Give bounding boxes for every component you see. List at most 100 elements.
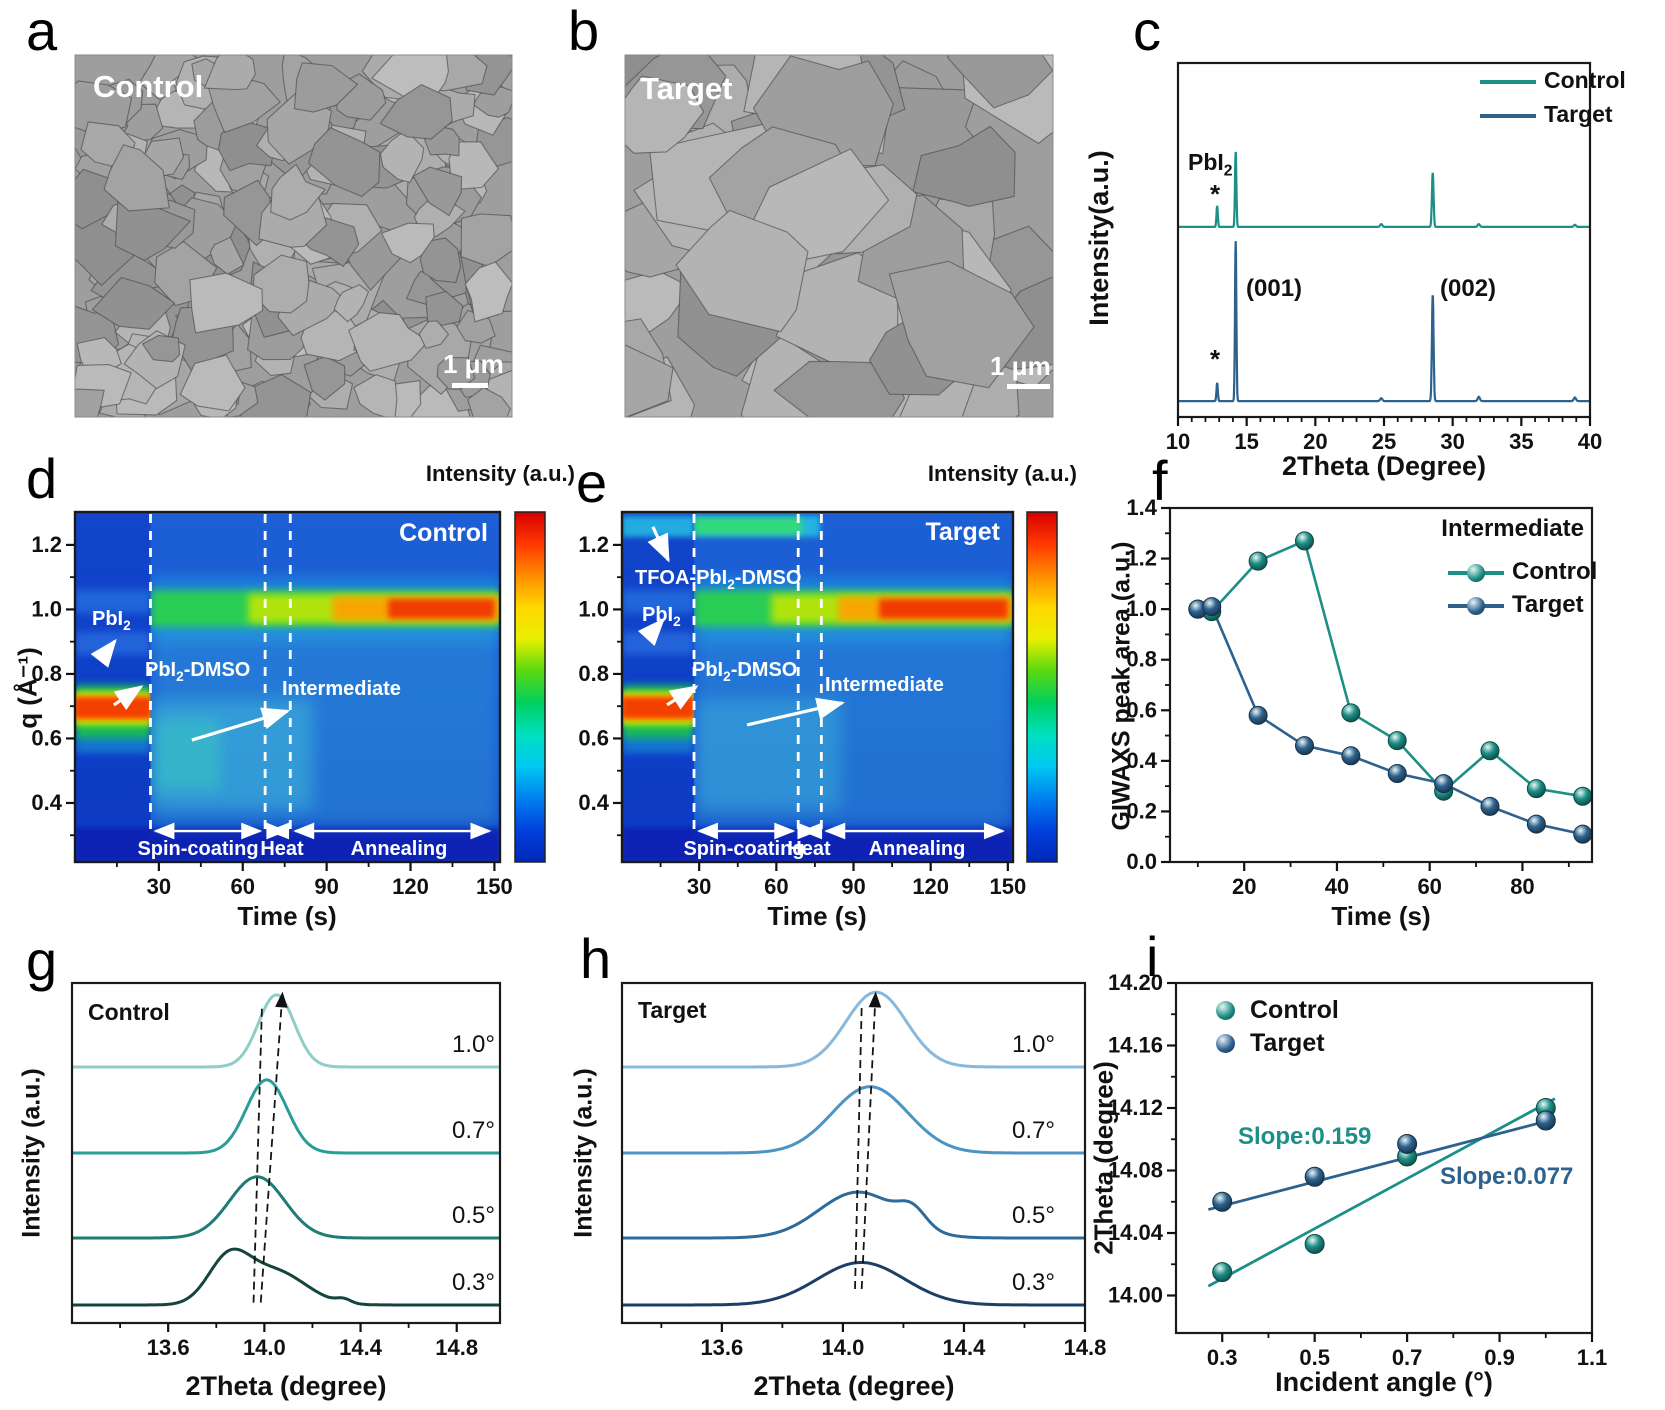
e-annotation-pbi2: PbI2 [642,604,681,629]
x-tick-label: 13.6 [700,1335,743,1360]
h-curve-0.3° [622,1261,1085,1307]
c-legend-swatch-target [1480,114,1536,118]
y-tick-label: 14.00 [1108,1283,1163,1308]
panel-letter-f: f [1152,449,1168,512]
i-fit-control [1207,1097,1556,1288]
h-angle-0.5: 0.5° [1012,1202,1055,1229]
i-ylabel: 2Theta (degree) [1088,1061,1119,1255]
i-slope-label-control: Slope:0.159 [1238,1123,1372,1150]
scalebar-text-b: 1 μm [990,351,1051,381]
panel-letter-g: g [26,929,58,992]
c-curve-target [1178,241,1590,403]
f-legend-label-target: Target [1512,591,1584,618]
x-tick-label: 0.9 [1484,1345,1515,1370]
e-xlabel: Time (s) [767,901,867,931]
x-tick-label: 25 [1372,429,1396,454]
h-sample-label: Target [638,997,707,1023]
x-tick-label: 20 [1232,874,1256,899]
f-line-control [1197,539,1583,798]
sem-image-b [625,55,1053,417]
x-tick-label: 120 [912,874,949,899]
i-xlabel: Incident angle (°) [1275,1367,1493,1397]
panel-letter-e: e [576,451,608,514]
g-curve-0.3° [72,1247,500,1307]
i-legend-label-control: Control [1250,996,1339,1024]
h-ylabel: Intensity (a.u.) [569,1068,598,1238]
e-stage-heat: Heat [787,838,831,860]
y-tick-label: 0.8 [578,661,609,686]
d-xlabel: Time (s) [237,901,337,931]
f-legend-marker-control [1467,564,1485,582]
c-annotation-001: (001) [1246,275,1303,302]
y-tick-label: 14.12 [1108,1095,1163,1120]
colorbar-d [514,511,546,863]
d-sample-label: Control [399,519,488,547]
i-fit-target [1208,1117,1556,1211]
g-angle-0.7: 0.7° [452,1117,495,1144]
y-tick-label: 1.0 [578,596,609,621]
x-tick-label: 150 [476,874,513,899]
e-annotation-pbi2-dmso: PbI2-DMSO [692,659,798,684]
sem-label-target: Target [640,71,733,106]
plot-frame [620,981,1087,1325]
c-star-target: * [1210,344,1221,374]
d-annotation-pbi2-dmso: PbI2-DMSO [145,659,251,684]
c-legend-swatch-control [1480,80,1536,84]
x-tick-label: 14.8 [435,1335,478,1360]
d-stage-annealing: Annealing [350,838,448,860]
panel-letter-h: h [580,927,612,990]
c-curve-control [1178,151,1590,228]
x-tick-label: 90 [841,874,865,899]
h-curve-0.7° [622,1085,1085,1155]
plot-frame [70,981,502,1325]
y-tick-label: 0.6 [1126,697,1157,722]
plot-frame [1174,981,1594,1335]
colorbar-e [1026,511,1058,863]
panel-letter-c: c [1133,0,1161,62]
g-ylabel: Intensity (a.u.) [17,1068,46,1238]
x-tick-label: 0.3 [1207,1345,1238,1370]
x-tick-label: 14.8 [1064,1335,1107,1360]
f-xlabel: Time (s) [1331,901,1431,931]
panel-letter-i: i [1146,925,1159,988]
d-stage-heat: Heat [260,838,304,860]
h-curve-0.5° [622,1190,1085,1240]
d-stage-spin-coating: Spin-coating [137,838,259,860]
x-tick-label: 10 [1166,429,1190,454]
h-angle-1.0: 1.0° [1012,1031,1055,1058]
e-annotation-tfoa: TFOA-PbI2-DMSO [635,567,802,592]
g-angle-0.5: 0.5° [452,1202,495,1229]
e-stage-spin-coating: Spin-coating [683,838,805,860]
g-xlabel: 2Theta (degree) [185,1371,387,1401]
y-tick-label: 0.8 [31,661,62,686]
g-curve-0.7° [72,1078,500,1155]
y-tick-label: 0.6 [578,725,609,750]
y-tick-label: 0.4 [578,790,609,815]
panel-letter-d: d [26,447,58,510]
c-legend-label-target: Target [1544,101,1613,127]
y-tick-label: 14.20 [1108,970,1163,995]
d-ylabel: q (Å⁻¹) [12,647,43,729]
y-tick-label: 14.16 [1108,1033,1163,1058]
x-tick-label: 40 [1325,874,1349,899]
y-tick-label: 0.2 [1126,798,1157,823]
scalebar-text-a: 1 μm [443,349,504,379]
plot-frame [620,510,1015,864]
x-tick-label: 14.0 [821,1335,864,1360]
x-tick-label: 60 [231,874,255,899]
h-xlabel: 2Theta (degree) [753,1371,955,1401]
d-annotation-pbi2: PbI2 [92,608,131,633]
y-tick-label: 0.4 [31,790,62,815]
i-legend-marker-target [1216,1034,1235,1053]
e-sample-label: Target [925,518,1000,546]
x-tick-label: 20 [1303,429,1327,454]
c-annotation-002: (002) [1440,275,1497,302]
c-xlabel: 2Theta (Degree) [1281,451,1487,481]
i-legend-label-target: Target [1250,1029,1325,1057]
x-tick-label: 60 [1417,874,1441,899]
f-line-target [1197,605,1583,836]
x-tick-label: 30 [147,874,171,899]
x-tick-label: 14.4 [943,1335,987,1360]
